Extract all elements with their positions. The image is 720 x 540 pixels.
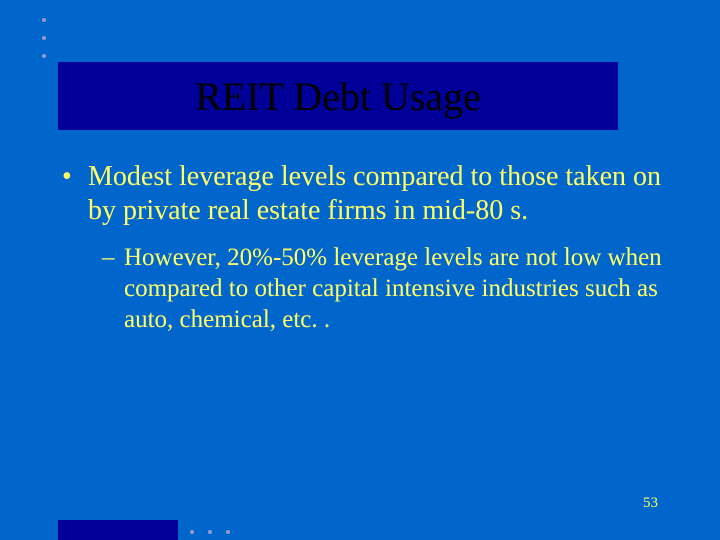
footer-accent-bar — [58, 520, 178, 540]
dot-icon — [42, 18, 46, 22]
top-decorative-dots — [42, 18, 46, 72]
dot-icon — [190, 530, 194, 534]
dot-icon — [208, 530, 212, 534]
slide-title: REIT Debt Usage — [195, 73, 481, 120]
dot-icon — [42, 36, 46, 40]
dot-icon — [226, 530, 230, 534]
slide-body: • Modest leverage levels compared to tho… — [62, 160, 662, 335]
bullet-level1: • Modest leverage levels compared to tho… — [62, 160, 662, 228]
slide: REIT Debt Usage • Modest leverage levels… — [0, 0, 720, 540]
dot-icon — [42, 54, 46, 58]
bullet-text: Modest leverage levels compared to those… — [88, 160, 662, 228]
title-band: REIT Debt Usage — [58, 62, 618, 130]
bullet-marker: • — [62, 160, 88, 228]
bullet-marker: – — [102, 242, 124, 335]
bullet-text: However, 20%-50% leverage levels are not… — [124, 242, 662, 335]
footer-decorative-dots — [190, 530, 230, 534]
page-number: 53 — [643, 495, 658, 512]
bullet-level2: – However, 20%-50% leverage levels are n… — [102, 242, 662, 335]
